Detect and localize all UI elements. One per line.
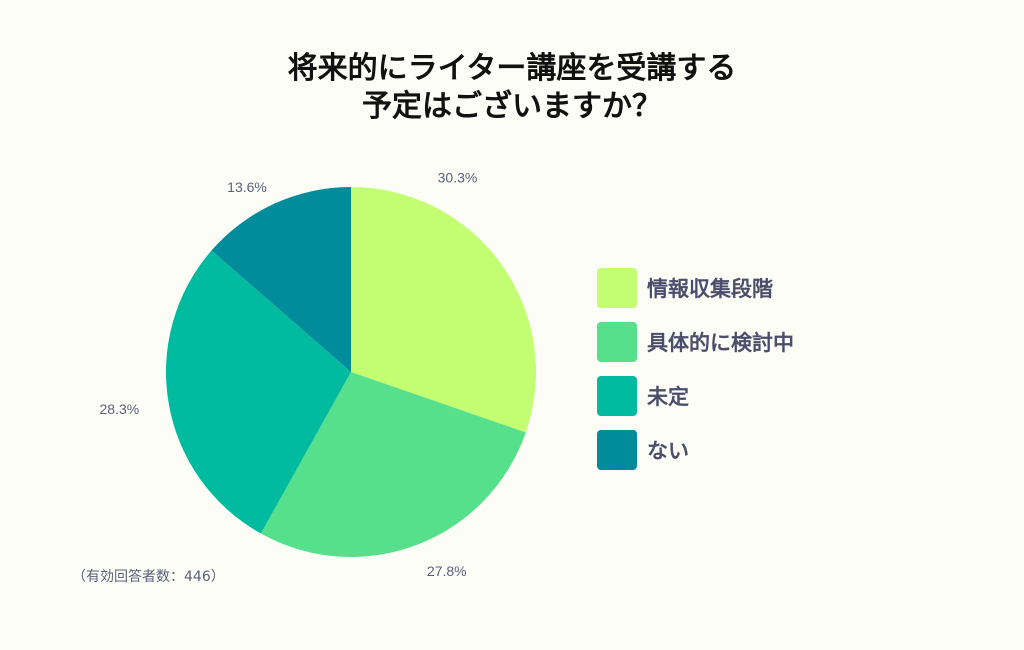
chart-title-line-1: 将来的にライター講座を受講する <box>287 51 737 86</box>
legend-item-none: ない <box>597 430 794 470</box>
legend-item-considering: 具体的に検討中 <box>597 322 794 362</box>
slice-undecided <box>166 250 351 534</box>
slice-percentage-label: 27.8% <box>427 563 467 579</box>
slice-considering <box>260 372 526 557</box>
slice-percentage-label: 13.6% <box>227 179 267 195</box>
slice-percentage-label: 30.3% <box>438 169 478 185</box>
chart-title-line-2: 予定はございますか？ <box>362 89 662 124</box>
legend-item-undecided: 未定 <box>597 376 794 416</box>
legend-label: 具体的に検討中 <box>647 331 794 355</box>
legend-label: 情報収集段階 <box>647 277 773 301</box>
chart-title: 将来的にライター講座を受講する 予定はございますか？ <box>0 50 1024 126</box>
legend-label: ない <box>647 439 689 463</box>
legend: 情報収集段階 具体的に検討中 未定 ない <box>597 268 794 484</box>
respondent-count-note: （有効回答者数：446） <box>72 569 225 585</box>
legend-swatch <box>597 376 637 416</box>
legend-label: 未定 <box>647 385 689 409</box>
legend-item-info-gathering: 情報収集段階 <box>597 268 794 308</box>
legend-swatch <box>597 430 637 470</box>
legend-swatch <box>597 268 637 308</box>
legend-swatch <box>597 322 637 362</box>
slice-none <box>211 187 351 372</box>
slice-info-gathering <box>351 187 536 433</box>
slice-percentage-label: 28.3% <box>99 401 139 417</box>
